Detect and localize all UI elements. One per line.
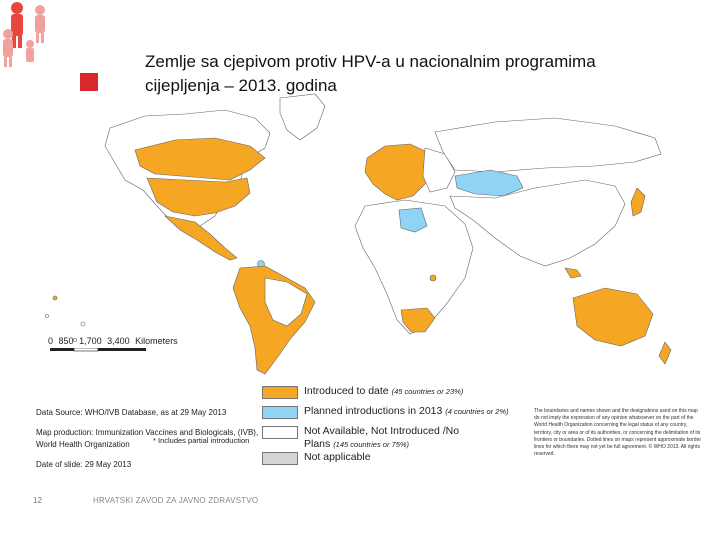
- accent-square: [80, 73, 98, 91]
- canada: [134, 137, 266, 181]
- scale-bar: [50, 348, 146, 352]
- legend-label-not-applicable: Not applicable: [304, 451, 371, 463]
- pacific-island-4: [73, 338, 77, 342]
- pacific-island-2: [80, 321, 86, 327]
- south-africa: [400, 307, 436, 333]
- brazil: [264, 277, 308, 327]
- scale-labels: 0 850 1,700 3,400 Kilometers: [48, 336, 181, 346]
- russia: [434, 117, 662, 173]
- legend-swatch-introduced: [262, 386, 298, 399]
- europe: [364, 143, 436, 201]
- scale-tick-1: 850: [58, 336, 74, 346]
- new-zealand: [658, 341, 672, 365]
- mexico: [164, 215, 238, 261]
- japan: [630, 187, 646, 217]
- source-block: Data Source: WHO/IVB Database, as at 29 …: [36, 407, 266, 479]
- legend-label-planned: Planned introductions in 2013 (4 countri…: [304, 405, 509, 417]
- legend-swatch-not-available: [262, 426, 298, 439]
- footer-organization: HRVATSKI ZAVOD ZA JAVNO ZDRAVSTVO: [93, 496, 259, 505]
- date-of-slide: Date of slide: 29 May 2013: [36, 460, 132, 469]
- scale-unit: Kilometers: [135, 336, 178, 346]
- kazakhstan: [454, 169, 524, 197]
- logo-figures: [3, 2, 45, 67]
- scale-tick-0: 0: [48, 336, 54, 346]
- disclaimer: The boundaries and names shown and the d…: [534, 408, 702, 458]
- title-line-1: Zemlje sa cjepivom protiv HPV-a u nacion…: [145, 52, 596, 71]
- rwanda: [429, 274, 437, 282]
- scale-tick-3: 3,400: [107, 336, 130, 346]
- usa: [146, 177, 251, 217]
- scale-tick-2: 1,700: [79, 336, 102, 346]
- asia: [449, 179, 626, 267]
- data-source: Data Source: WHO/IVB Database, as at 29 …: [36, 408, 227, 417]
- pacific-island-3: [45, 314, 49, 318]
- slide-title: Zemlje sa cjepivom protiv HPV-a u nacion…: [145, 50, 665, 98]
- legend-label-introduced: Introduced to date (45 countries or 23%): [304, 385, 464, 397]
- legend-swatch-planned: [262, 406, 298, 419]
- partial-introduction-note: * Includes partial introduction: [153, 436, 250, 445]
- malaysia: [564, 267, 582, 279]
- pacific-island-1: [52, 295, 58, 301]
- map-production: Map production: Immunization Vaccines an…: [36, 428, 259, 449]
- libya: [398, 207, 428, 233]
- page-number: 12: [33, 496, 42, 505]
- australia: [572, 287, 654, 347]
- world-map: [45, 93, 672, 375]
- legend-label-not-available: Not Available, Not Introduced /No Plans …: [304, 425, 460, 450]
- legend-swatch-not-applicable: [262, 452, 298, 465]
- title-line-2: cijepljenja – 2013. godina: [145, 76, 337, 95]
- greenland: [279, 93, 326, 141]
